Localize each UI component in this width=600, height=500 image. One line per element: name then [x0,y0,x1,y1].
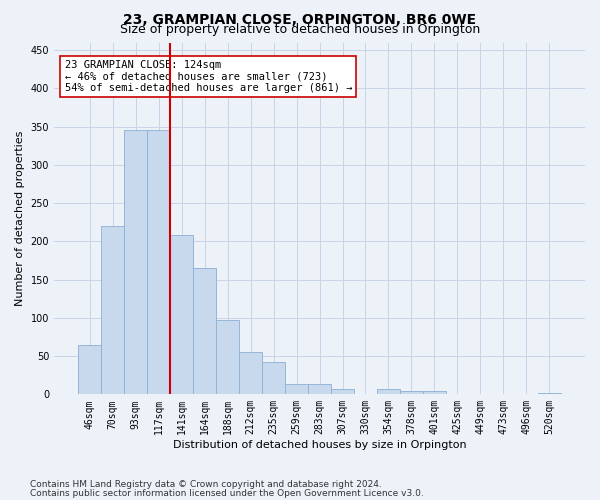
Text: Contains public sector information licensed under the Open Government Licence v3: Contains public sector information licen… [30,488,424,498]
Bar [400,390,423,394]
Bar [239,352,262,395]
Bar [78,344,101,395]
Bar [308,384,331,394]
Bar [216,320,239,394]
Bar [124,130,147,394]
Bar [377,389,400,394]
Bar [285,384,308,394]
Text: 23 GRAMPIAN CLOSE: 124sqm
← 46% of detached houses are smaller (723)
54% of semi: 23 GRAMPIAN CLOSE: 124sqm ← 46% of detac… [65,60,352,94]
Bar [101,226,124,394]
Text: Size of property relative to detached houses in Orpington: Size of property relative to detached ho… [120,22,480,36]
X-axis label: Distribution of detached houses by size in Orpington: Distribution of detached houses by size … [173,440,466,450]
Bar [147,130,170,394]
Bar [262,362,285,394]
Text: 23, GRAMPIAN CLOSE, ORPINGTON, BR6 0WE: 23, GRAMPIAN CLOSE, ORPINGTON, BR6 0WE [124,12,476,26]
Bar [423,392,446,394]
Bar [538,393,561,394]
Bar [331,389,354,394]
Y-axis label: Number of detached properties: Number of detached properties [15,130,25,306]
Text: Contains HM Land Registry data © Crown copyright and database right 2024.: Contains HM Land Registry data © Crown c… [30,480,382,489]
Bar [193,268,216,394]
Bar [170,235,193,394]
